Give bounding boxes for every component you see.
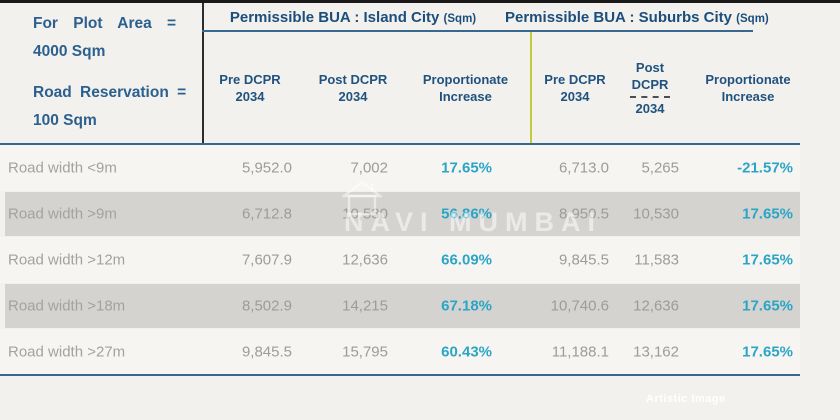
suburbs-post-value: 10,530: [633, 205, 679, 223]
suburbs-post-value: 13,162: [633, 343, 679, 361]
road-reservation-value: 100 Sqm: [33, 112, 97, 129]
column-header-island-pre-dcpr: Pre DCPR 2034: [205, 33, 295, 143]
island-title-unit: (Sqm): [443, 13, 477, 25]
suburbs-post-value: 12,636: [633, 297, 679, 315]
island-pre-value: 7,607.9: [241, 251, 292, 269]
island-increase-value: 66.09%: [441, 251, 492, 269]
suburbs-city-section-title: Permissible BUA : Suburbs City (Sqm): [505, 9, 769, 26]
header-line: Pre DCPR: [219, 72, 281, 87]
island-increase-value: 17.65%: [441, 159, 492, 177]
header-line: 2034: [635, 101, 665, 116]
row-label: Road width >18m: [8, 297, 126, 315]
image-credit: Artistic Image: [646, 393, 726, 405]
island-city-section-title: Permissible BUA : Island City (Sqm): [204, 9, 502, 26]
table-bottom-rule: [0, 374, 800, 376]
column-header-suburbs-pre-dcpr: Pre DCPR 2034: [527, 33, 623, 143]
suburbs-pre-value: 8,950.5: [558, 205, 609, 223]
row-label: Road width >27m: [8, 343, 126, 361]
table-row: Road width >27m 9,845.5 15,795 60.43% 11…: [0, 329, 800, 375]
island-increase-value: 60.43%: [441, 343, 492, 361]
suburbs-post-value: 5,265: [641, 159, 679, 177]
header-line: Proportionate: [705, 72, 791, 87]
island-post-value: 14,215: [342, 297, 388, 315]
top-edge-bar: [0, 0, 840, 3]
column-header-suburbs-post-dcpr: Post DCPR 2034: [621, 33, 679, 143]
header-line: 2034: [560, 89, 590, 104]
suburbs-increase-value: 17.65%: [742, 297, 793, 315]
island-post-value: 12,636: [342, 251, 388, 269]
suburbs-title-text: Permissible BUA : Suburbs City: [505, 9, 732, 26]
data-rows: Road width <9m 5,952.0 7,002 17.65% 6,71…: [0, 145, 800, 375]
row-label: Road width <9m: [8, 159, 117, 177]
suburbs-pre-value: 6,713.0: [558, 159, 609, 177]
table-row: Road width <9m 5,952.0 7,002 17.65% 6,71…: [0, 145, 800, 191]
island-suburbs-divider: [530, 32, 532, 143]
island-post-value: 7,002: [350, 159, 388, 177]
row-label: Road width >12m: [8, 251, 126, 269]
header-vertical-divider: [202, 3, 204, 143]
island-pre-value: 6,712.8: [241, 205, 292, 223]
section-title-underline: [202, 30, 753, 32]
row-label: Road width >9m: [8, 205, 117, 223]
header-line: Pre DCPR: [544, 72, 606, 87]
table-top-rule: [0, 143, 800, 145]
dashed-separator: [630, 96, 670, 98]
island-pre-value: 8,502.9: [241, 297, 292, 315]
island-post-value: 15,795: [342, 343, 388, 361]
table-row: Road width >12m 7,607.9 12,636 66.09% 9,…: [0, 237, 800, 283]
header-line: Proportionate: [422, 72, 509, 87]
suburbs-increase-value: 17.65%: [742, 205, 793, 223]
suburbs-post-value: 11,583: [634, 251, 679, 269]
plot-assumptions-panel: For Plot Area = 4000 Sqm Road Reservatio…: [33, 10, 187, 135]
plot-area-value: 4000 Sqm: [33, 43, 106, 60]
spacer: [33, 66, 185, 79]
table-row: Road width >18m 8,502.9 14,215 67.18% 10…: [0, 283, 800, 329]
island-pre-value: 5,952.0: [241, 159, 292, 177]
island-increase-value: 56.86%: [441, 205, 492, 223]
island-post-value: 10,530: [342, 205, 388, 223]
column-header-island-post-dcpr: Post DCPR 2034: [303, 33, 403, 143]
road-reservation-label: Road Reservation =: [33, 84, 187, 101]
suburbs-increase-value: -21.57%: [737, 159, 793, 177]
header-line: Increase: [439, 89, 492, 104]
suburbs-pre-value: 9,845.5: [558, 251, 609, 269]
plot-area-label: For Plot Area =: [33, 15, 177, 32]
suburbs-pre-value: 10,740.6: [550, 297, 609, 315]
island-title-text: Permissible BUA : Island City: [229, 9, 440, 26]
suburbs-pre-value: 11,188.1: [551, 343, 609, 361]
table-row: Road width >9m 6,712.8 10,530 56.86% 8,9…: [0, 191, 800, 237]
suburbs-increase-value: 17.65%: [742, 251, 793, 269]
header-line: 2034: [235, 89, 265, 104]
column-header-island-proportionate-increase: Proportionate Increase: [403, 33, 528, 143]
suburbs-increase-value: 17.65%: [742, 343, 793, 361]
header-line: 2034: [338, 89, 368, 104]
header-line: Increase: [721, 89, 775, 104]
island-increase-value: 67.18%: [441, 297, 492, 315]
header-line: Post: [635, 60, 665, 75]
column-header-suburbs-proportionate-increase: Proportionate Increase: [684, 33, 812, 143]
island-pre-value: 9,845.5: [241, 343, 292, 361]
header-line: DCPR: [631, 77, 669, 92]
suburbs-title-unit: (Sqm): [736, 13, 769, 25]
header-line: Post DCPR: [318, 72, 388, 87]
